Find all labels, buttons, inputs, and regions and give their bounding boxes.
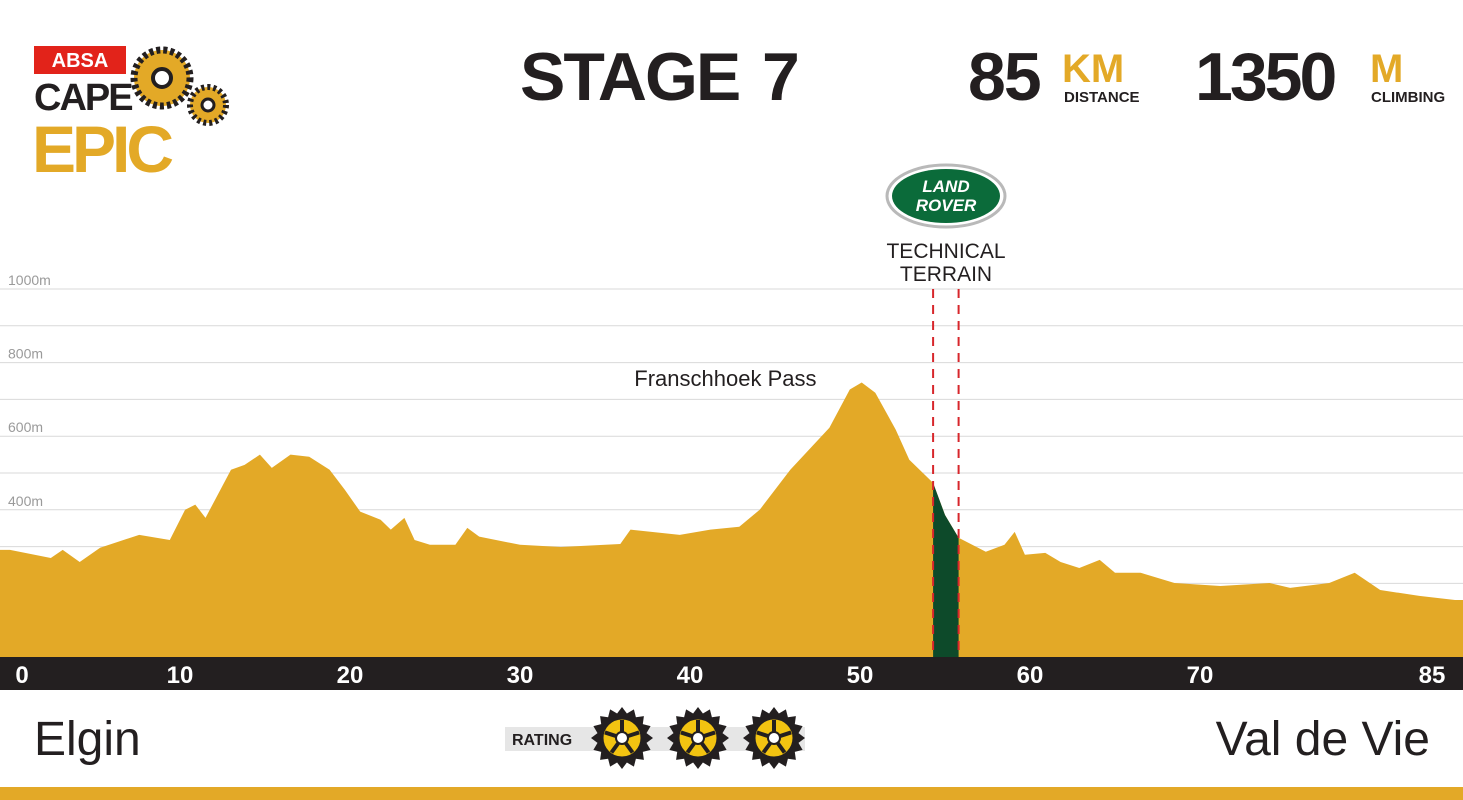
elevation-area [0,382,1463,657]
x-axis-band [0,657,1463,690]
x-tick-label: 20 [337,662,364,689]
y-tick-label: 400m [8,493,43,509]
climbing-caption: CLIMBING [1371,89,1445,106]
rating-gear [743,707,805,769]
rating [591,707,805,769]
stage-label: STAGE [520,39,739,115]
logo-line2: EPIC [32,112,172,186]
logo-sponsor-box [34,46,126,74]
rating-label: RATING [512,732,572,749]
gear-hub [691,731,705,745]
distance-value: 85 [968,39,1040,115]
gear-hub [767,731,781,745]
x-tick-label: 60 [1017,662,1044,689]
sponsor-badge [892,169,1000,223]
rating-gear [667,707,729,769]
x-tick-label: 70 [1187,662,1214,689]
technical-section [933,482,959,657]
peak-annotation: Franschhoek Pass [634,366,816,391]
x-tick-label: 40 [677,662,704,689]
footer-bar [0,787,1463,800]
distance-caption: DISTANCE [1064,89,1140,106]
logo: ABSA CAPE EPIC [32,46,229,186]
logo-sponsor: ABSA [52,50,109,72]
plot: 400m 600m 800m 1000m Franschhoek Pass [0,272,1463,657]
x-tick-label: 10 [167,662,194,689]
y-tick-label: 600m [8,419,43,435]
sponsor-line: LAND [922,177,969,196]
x-tick-label: 0 [15,662,28,689]
start-location: Elgin [34,713,141,766]
stage-number: 7 [762,39,800,115]
climbing-value: 1350 [1195,39,1335,115]
y-tick-label: 1000m [8,272,51,288]
sponsor-line: ROVER [916,196,977,215]
logo-gear-hub [200,97,216,113]
x-tick-label: 30 [507,662,534,689]
technical-label: TERRAIN [900,263,992,286]
x-tick-label: 50 [847,662,874,689]
x-axis: 0 10 20 30 40 50 60 70 85 [15,662,1445,689]
climbing-unit: M [1370,47,1403,91]
technical-label: TECHNICAL [886,240,1005,263]
logo-line1: CAPE [34,77,132,119]
finish-location: Val de Vie [1216,713,1430,766]
y-tick-label: 800m [8,346,43,362]
gear-hub [615,731,629,745]
technical-sponsor: LAND ROVER [885,163,1007,229]
logo-gear-hub [151,67,173,89]
distance-unit: KM [1062,47,1124,91]
x-tick-label: 85 [1419,662,1446,689]
rating-gear [591,707,653,769]
